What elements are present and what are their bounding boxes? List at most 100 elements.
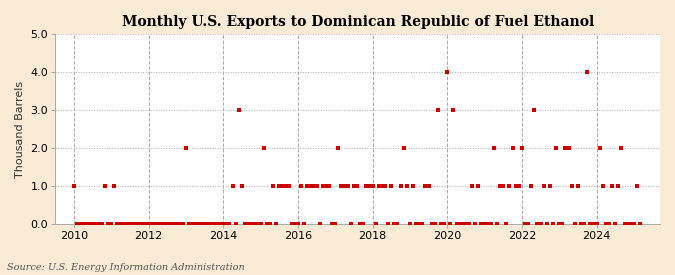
Point xyxy=(516,146,527,150)
Point xyxy=(205,222,216,226)
Point xyxy=(485,222,496,226)
Point xyxy=(75,222,86,226)
Point xyxy=(383,222,394,226)
Point xyxy=(327,222,338,226)
Point xyxy=(261,222,272,226)
Point xyxy=(81,222,92,226)
Point xyxy=(112,222,123,226)
Point xyxy=(529,108,540,112)
Point xyxy=(265,222,275,226)
Point xyxy=(628,222,639,226)
Point xyxy=(159,222,169,226)
Point xyxy=(507,146,518,150)
Point xyxy=(578,222,589,226)
Point xyxy=(227,184,238,188)
Point xyxy=(271,222,281,226)
Point xyxy=(134,222,144,226)
Point xyxy=(535,222,546,226)
Point xyxy=(252,222,263,226)
Point xyxy=(545,184,556,188)
Point xyxy=(423,184,434,188)
Point xyxy=(392,222,403,226)
Point xyxy=(367,184,378,188)
Point xyxy=(510,184,521,188)
Point xyxy=(377,184,387,188)
Point xyxy=(72,222,82,226)
Y-axis label: Thousand Barrels: Thousand Barrels xyxy=(15,81,25,178)
Point xyxy=(165,222,176,226)
Point xyxy=(557,222,568,226)
Point xyxy=(209,222,219,226)
Point xyxy=(522,222,533,226)
Point xyxy=(489,146,500,150)
Point xyxy=(296,184,306,188)
Point xyxy=(109,184,119,188)
Point xyxy=(607,184,618,188)
Point xyxy=(122,222,132,226)
Point xyxy=(420,184,431,188)
Point xyxy=(342,184,353,188)
Point xyxy=(230,222,241,226)
Point xyxy=(435,222,446,226)
Point xyxy=(333,146,344,150)
Point xyxy=(520,222,531,226)
Point xyxy=(451,222,462,226)
Point xyxy=(414,222,425,226)
Point xyxy=(106,222,117,226)
Point xyxy=(162,222,173,226)
Point xyxy=(236,184,247,188)
Point xyxy=(302,184,313,188)
Point xyxy=(541,222,552,226)
Point xyxy=(321,184,331,188)
Point xyxy=(402,184,412,188)
Point xyxy=(128,222,138,226)
Point xyxy=(464,222,475,226)
Point xyxy=(625,222,636,226)
Point xyxy=(610,222,620,226)
Point xyxy=(566,184,577,188)
Point xyxy=(466,184,477,188)
Point xyxy=(504,184,515,188)
Point xyxy=(212,222,223,226)
Point xyxy=(448,108,459,112)
Point xyxy=(373,184,384,188)
Point xyxy=(476,222,487,226)
Point xyxy=(323,184,334,188)
Point xyxy=(317,184,328,188)
Point xyxy=(560,146,571,150)
Point xyxy=(196,222,207,226)
Point xyxy=(386,184,397,188)
Point xyxy=(178,222,188,226)
Point xyxy=(69,184,80,188)
Point xyxy=(514,184,524,188)
Point xyxy=(491,222,502,226)
Point xyxy=(526,184,537,188)
Point xyxy=(311,184,322,188)
Point xyxy=(371,222,381,226)
Point xyxy=(427,222,437,226)
Point xyxy=(495,184,506,188)
Point xyxy=(115,222,126,226)
Point xyxy=(140,222,151,226)
Point xyxy=(591,222,602,226)
Point xyxy=(240,222,250,226)
Point xyxy=(364,184,375,188)
Point xyxy=(563,146,574,150)
Point xyxy=(473,184,484,188)
Point xyxy=(554,222,564,226)
Point xyxy=(103,222,113,226)
Point xyxy=(547,222,558,226)
Point xyxy=(389,222,400,226)
Point xyxy=(622,222,633,226)
Point xyxy=(532,222,543,226)
Point xyxy=(290,222,300,226)
Point xyxy=(315,222,325,226)
Point xyxy=(582,70,593,75)
Point xyxy=(439,222,450,226)
Point xyxy=(174,222,185,226)
Point xyxy=(280,184,291,188)
Point xyxy=(292,222,303,226)
Point xyxy=(498,184,509,188)
Point xyxy=(137,222,148,226)
Point xyxy=(218,222,229,226)
